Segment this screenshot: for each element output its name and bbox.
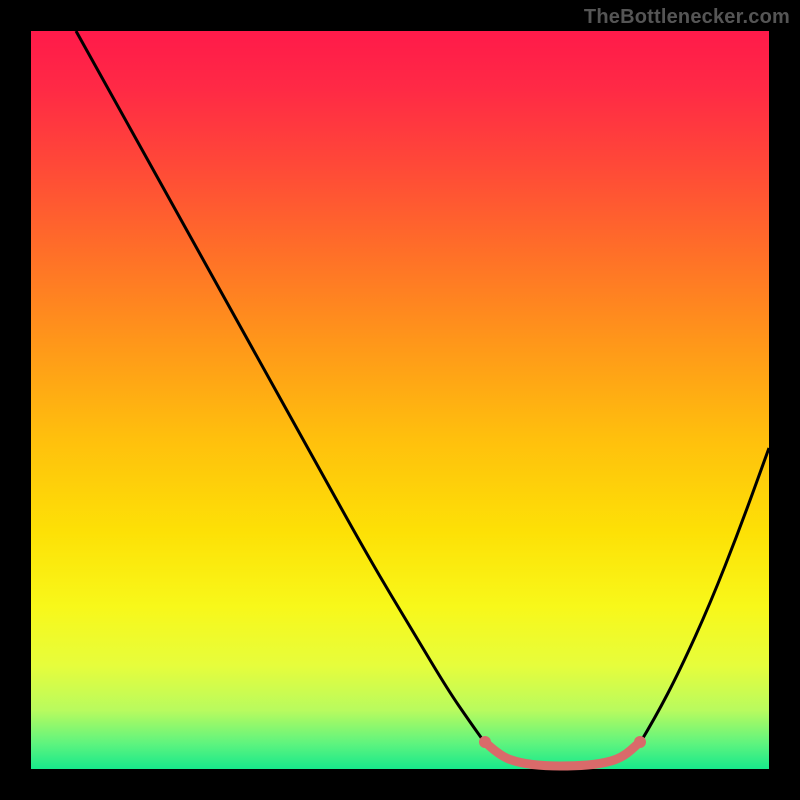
highlight-cap-right <box>634 736 646 748</box>
highlight-cap-left <box>479 736 491 748</box>
plot-background <box>31 31 769 769</box>
chart-canvas: TheBottlenecker.com <box>0 0 800 800</box>
chart-svg <box>0 0 800 800</box>
watermark-label: TheBottlenecker.com <box>584 6 790 29</box>
